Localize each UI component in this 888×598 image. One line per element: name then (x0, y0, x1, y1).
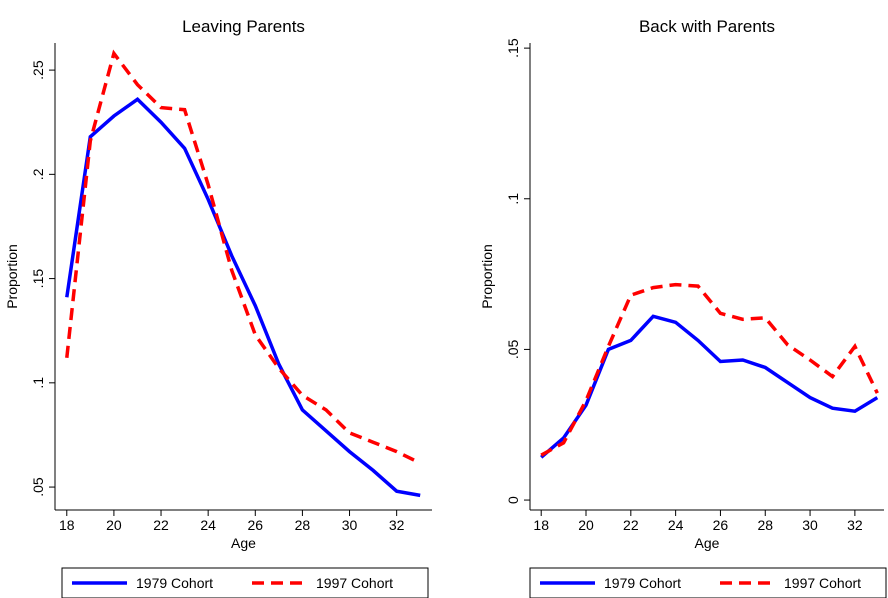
y-tick-label: .15 (30, 269, 46, 289)
legend-box (529, 567, 887, 598)
y-tick-label: 0 (505, 496, 521, 504)
x-tick-label: 26 (247, 517, 263, 533)
x-tick-label: 30 (802, 517, 818, 533)
x-tick-label: 30 (342, 517, 358, 533)
chart-title: Leaving Parents (182, 17, 305, 36)
legend-label: 1979 Cohort (604, 575, 681, 591)
x-tick-label: 20 (578, 517, 594, 533)
y-tick-label: .1 (30, 377, 46, 389)
x-tick-label: 24 (200, 517, 216, 533)
data-line (540, 314, 879, 459)
y-tick-label: .15 (505, 38, 521, 58)
data-line (65, 49, 421, 465)
x-tick-label: 32 (847, 517, 863, 533)
y-tick-label: .1 (505, 193, 521, 205)
y-tick-label: .25 (30, 60, 46, 80)
y-tick-label: .2 (30, 168, 46, 180)
x-tick-label: 24 (668, 517, 684, 533)
x-tick-label: 18 (533, 517, 549, 533)
x-tick-label: 32 (389, 517, 405, 533)
x-tick-label: 28 (295, 517, 311, 533)
x-axis-label: Age (231, 535, 256, 551)
y-axis-label: Proportion (479, 244, 495, 309)
legend-label: 1997 Cohort (784, 575, 861, 591)
y-tick-label: .05 (505, 339, 521, 359)
data-line (65, 97, 421, 498)
y-tick-label: .05 (30, 477, 46, 497)
chart-title: Back with Parents (639, 17, 775, 36)
legend-box (61, 567, 429, 598)
x-tick-label: 20 (106, 517, 122, 533)
x-axis-label: Age (695, 535, 720, 551)
x-tick-label: 18 (59, 517, 75, 533)
legend-label: 1979 Cohort (136, 575, 213, 591)
legend-label: 1997 Cohort (316, 575, 393, 591)
x-tick-label: 26 (713, 517, 729, 533)
x-tick-label: 28 (757, 517, 773, 533)
x-tick-label: 22 (623, 517, 639, 533)
x-tick-label: 22 (153, 517, 169, 533)
data-line (540, 282, 879, 457)
y-axis-label: Proportion (4, 244, 20, 309)
